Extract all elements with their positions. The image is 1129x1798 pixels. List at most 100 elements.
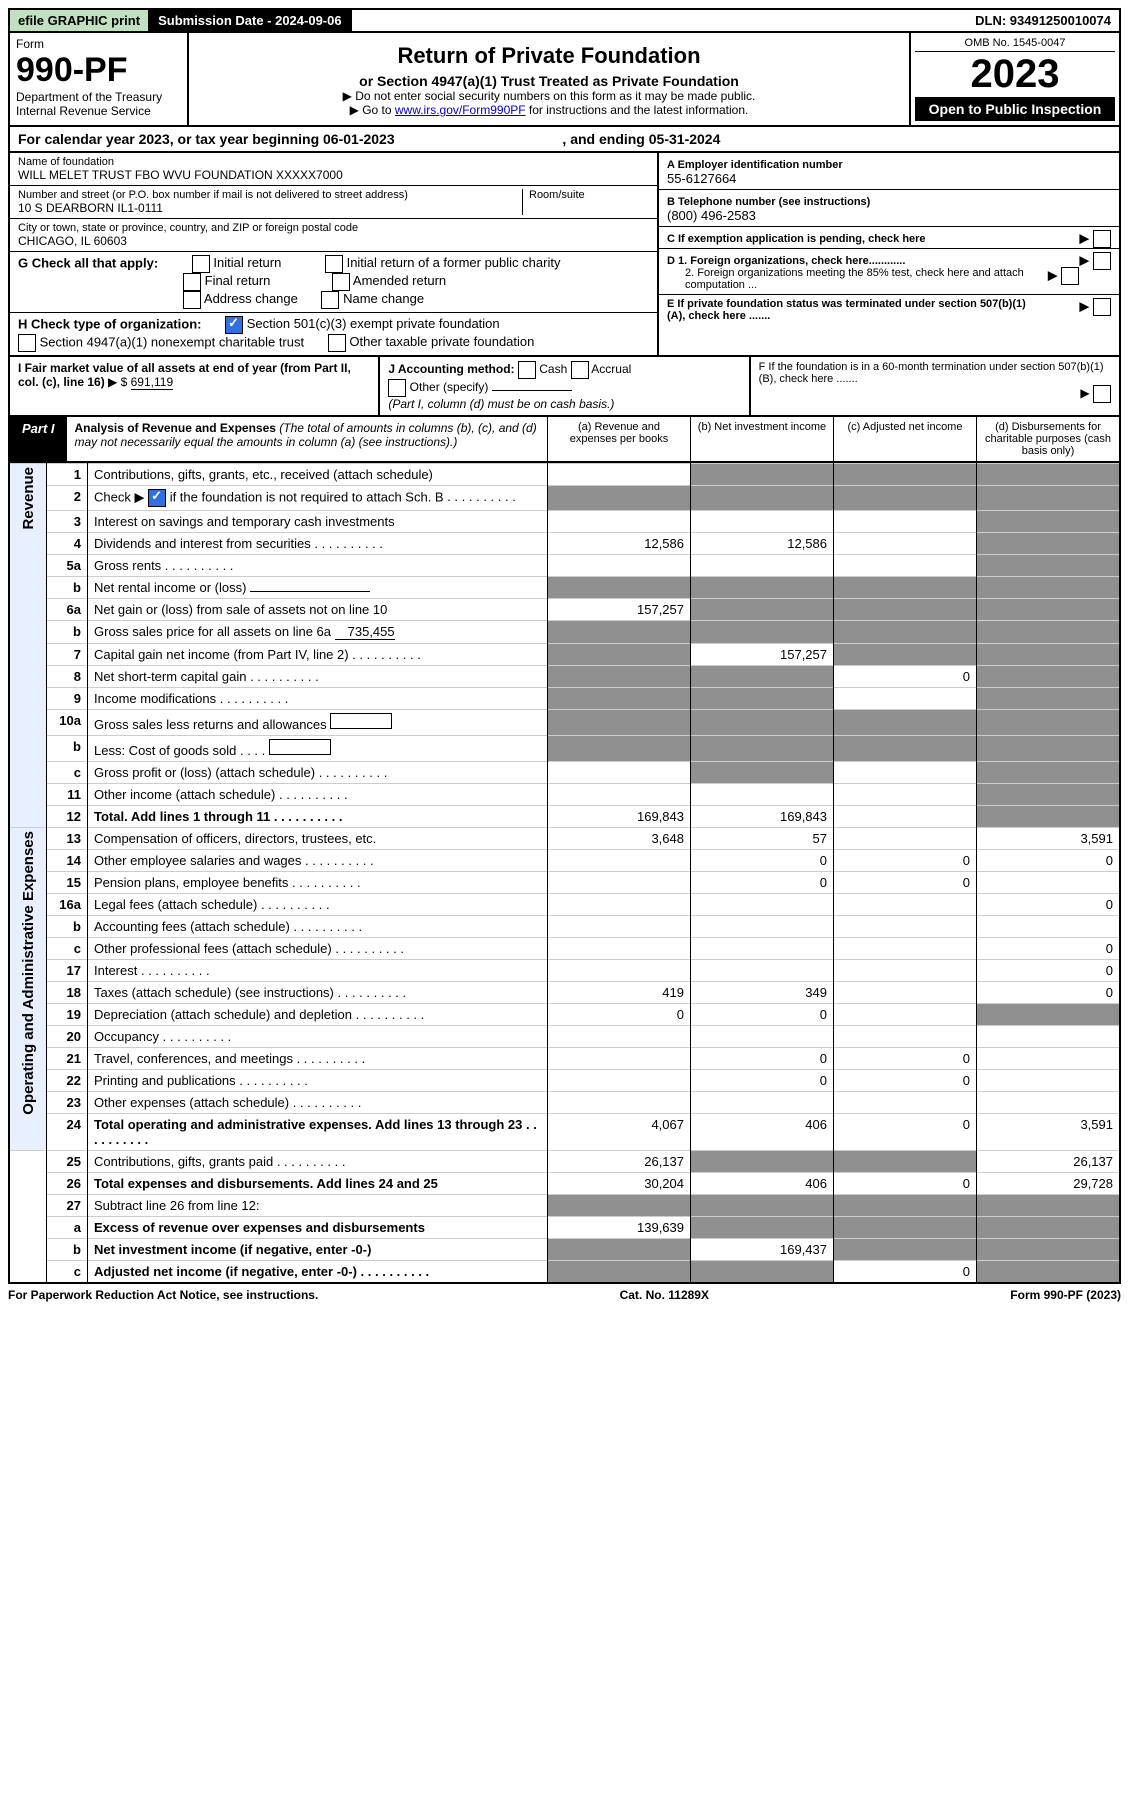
r24-c: 0 bbox=[834, 1114, 977, 1151]
table-row: 7Capital gain net income (from Part IV, … bbox=[9, 644, 1120, 666]
r10a-desc: Gross sales less returns and allowances bbox=[88, 710, 548, 736]
r27a-desc: Excess of revenue over expenses and disb… bbox=[88, 1217, 548, 1239]
note2-pre: ▶ Go to bbox=[350, 103, 395, 117]
name-change-check[interactable] bbox=[321, 291, 339, 309]
r25-a: 26,137 bbox=[548, 1151, 691, 1173]
r19-desc: Depreciation (attach schedule) and deple… bbox=[88, 1004, 548, 1026]
r27a-a: 139,639 bbox=[548, 1217, 691, 1239]
e-check[interactable] bbox=[1093, 298, 1111, 316]
accrual-check[interactable] bbox=[571, 361, 589, 379]
table-row: 14Other employee salaries and wages 000 bbox=[9, 850, 1120, 872]
table-row: 22Printing and publications 00 bbox=[9, 1070, 1120, 1092]
c-row: C If exemption application is pending, c… bbox=[659, 227, 1119, 249]
form-label: Form bbox=[16, 37, 181, 51]
r13-a: 3,648 bbox=[548, 828, 691, 850]
note2-post: for instructions and the latest informat… bbox=[526, 103, 749, 117]
table-row: 16aLegal fees (attach schedule) 0 bbox=[9, 894, 1120, 916]
amended-return-check[interactable] bbox=[332, 273, 350, 291]
fmv-value: 691,119 bbox=[131, 375, 174, 390]
table-row: 9Income modifications bbox=[9, 688, 1120, 710]
r13-d: 3,591 bbox=[977, 828, 1121, 850]
r16a-desc: Legal fees (attach schedule) bbox=[88, 894, 548, 916]
table-row: cAdjusted net income (if negative, enter… bbox=[9, 1261, 1120, 1284]
r22-c: 0 bbox=[834, 1070, 977, 1092]
4947-check[interactable] bbox=[18, 334, 36, 352]
d1-check[interactable] bbox=[1093, 252, 1111, 270]
table-row: 19Depreciation (attach schedule) and dep… bbox=[9, 1004, 1120, 1026]
r1-desc: Contributions, gifts, grants, etc., rece… bbox=[88, 464, 548, 486]
g-label: G Check all that apply: bbox=[18, 255, 158, 270]
table-row: 24Total operating and administrative exp… bbox=[9, 1114, 1120, 1151]
r8-c: 0 bbox=[834, 666, 977, 688]
r26-b: 406 bbox=[691, 1173, 834, 1195]
r22-desc: Printing and publications bbox=[88, 1070, 548, 1092]
g-amended: Amended return bbox=[353, 273, 446, 288]
d-row: D 1. Foreign organizations, check here..… bbox=[659, 249, 1119, 295]
r25-desc: Contributions, gifts, grants paid bbox=[88, 1151, 548, 1173]
r7-desc: Capital gain net income (from Part IV, l… bbox=[88, 644, 548, 666]
part1-table: Revenue 1Contributions, gifts, grants, e… bbox=[8, 463, 1121, 1284]
table-row: 15Pension plans, employee benefits 00 bbox=[9, 872, 1120, 894]
g-addr: Address change bbox=[204, 291, 298, 306]
part1-title: Analysis of Revenue and Expenses bbox=[75, 421, 276, 435]
addr-row: Number and street (or P.O. box number if… bbox=[10, 186, 657, 219]
irs-link[interactable]: www.irs.gov/Form990PF bbox=[395, 103, 526, 117]
address-change-check[interactable] bbox=[183, 291, 201, 309]
r26-c: 0 bbox=[834, 1173, 977, 1195]
table-row: 21Travel, conferences, and meetings 00 bbox=[9, 1048, 1120, 1070]
caly-mid: , and ending bbox=[562, 131, 648, 147]
r20-desc: Occupancy bbox=[88, 1026, 548, 1048]
r21-b: 0 bbox=[691, 1048, 834, 1070]
r11-desc: Other income (attach schedule) bbox=[88, 784, 548, 806]
submission-date: Submission Date - 2024-09-06 bbox=[150, 10, 352, 31]
d2-check[interactable] bbox=[1061, 267, 1079, 285]
h-501c3: Section 501(c)(3) exempt private foundat… bbox=[247, 316, 500, 331]
initial-former-check[interactable] bbox=[325, 255, 343, 273]
f-check[interactable] bbox=[1093, 385, 1111, 403]
dln: DLN: 93491250010074 bbox=[967, 10, 1119, 31]
r18-a: 419 bbox=[548, 982, 691, 1004]
table-row: bGross sales price for all assets on lin… bbox=[9, 621, 1120, 644]
opex-label: Operating and Administrative Expenses bbox=[9, 828, 47, 1151]
form-subtitle: or Section 4947(a)(1) Trust Treated as P… bbox=[195, 73, 903, 89]
r3-desc: Interest on savings and temporary cash i… bbox=[88, 511, 548, 533]
phone-value: (800) 496-2583 bbox=[667, 208, 756, 223]
cash-check[interactable] bbox=[518, 361, 536, 379]
e-label: E If private foundation status was termi… bbox=[667, 298, 1037, 322]
r25-d: 26,137 bbox=[977, 1151, 1121, 1173]
form-header-mid: Return of Private Foundation or Section … bbox=[189, 33, 909, 125]
r24-a: 4,067 bbox=[548, 1114, 691, 1151]
i-cell: I Fair market value of all assets at end… bbox=[10, 357, 380, 415]
identity-box: Name of foundation WILL MELET TRUST FBO … bbox=[8, 153, 1121, 357]
other-method-check[interactable] bbox=[388, 379, 406, 397]
r5b-desc: Net rental income or (loss) bbox=[88, 577, 548, 599]
r14-b: 0 bbox=[691, 850, 834, 872]
part1-title-cell: Analysis of Revenue and Expenses (The to… bbox=[67, 417, 547, 461]
table-row: cOther professional fees (attach schedul… bbox=[9, 938, 1120, 960]
initial-return-check[interactable] bbox=[192, 255, 210, 273]
empty-rotate bbox=[9, 1151, 47, 1284]
foundation-name: WILL MELET TRUST FBO WVU FOUNDATION XXXX… bbox=[18, 168, 649, 182]
room-label: Room/suite bbox=[522, 189, 649, 215]
j-cell: J Accounting method: Cash Accrual Other … bbox=[380, 357, 750, 415]
r24-b: 406 bbox=[691, 1114, 834, 1151]
h-other-tax: Other taxable private foundation bbox=[349, 334, 534, 349]
r15-c: 0 bbox=[834, 872, 977, 894]
e-row: E If private foundation status was termi… bbox=[659, 295, 1119, 325]
h-row: H Check type of organization: Section 50… bbox=[10, 313, 657, 355]
schb-check[interactable] bbox=[148, 489, 166, 507]
j-accrual: Accrual bbox=[591, 362, 631, 376]
r21-desc: Travel, conferences, and meetings bbox=[88, 1048, 548, 1070]
table-row: bLess: Cost of goods sold . . . . bbox=[9, 736, 1120, 762]
r26-a: 30,204 bbox=[548, 1173, 691, 1195]
revenue-label: Revenue bbox=[9, 464, 47, 828]
other-taxable-check[interactable] bbox=[328, 334, 346, 352]
c-check[interactable] bbox=[1093, 230, 1111, 248]
g-final: Final return bbox=[205, 273, 271, 288]
r14-desc: Other employee salaries and wages bbox=[88, 850, 548, 872]
table-row: 2 Check ▶ if the foundation is not requi… bbox=[9, 486, 1120, 511]
501c3-check[interactable] bbox=[225, 316, 243, 334]
final-return-check[interactable] bbox=[183, 273, 201, 291]
table-row: 20Occupancy bbox=[9, 1026, 1120, 1048]
c-label: C If exemption application is pending, c… bbox=[667, 233, 926, 245]
